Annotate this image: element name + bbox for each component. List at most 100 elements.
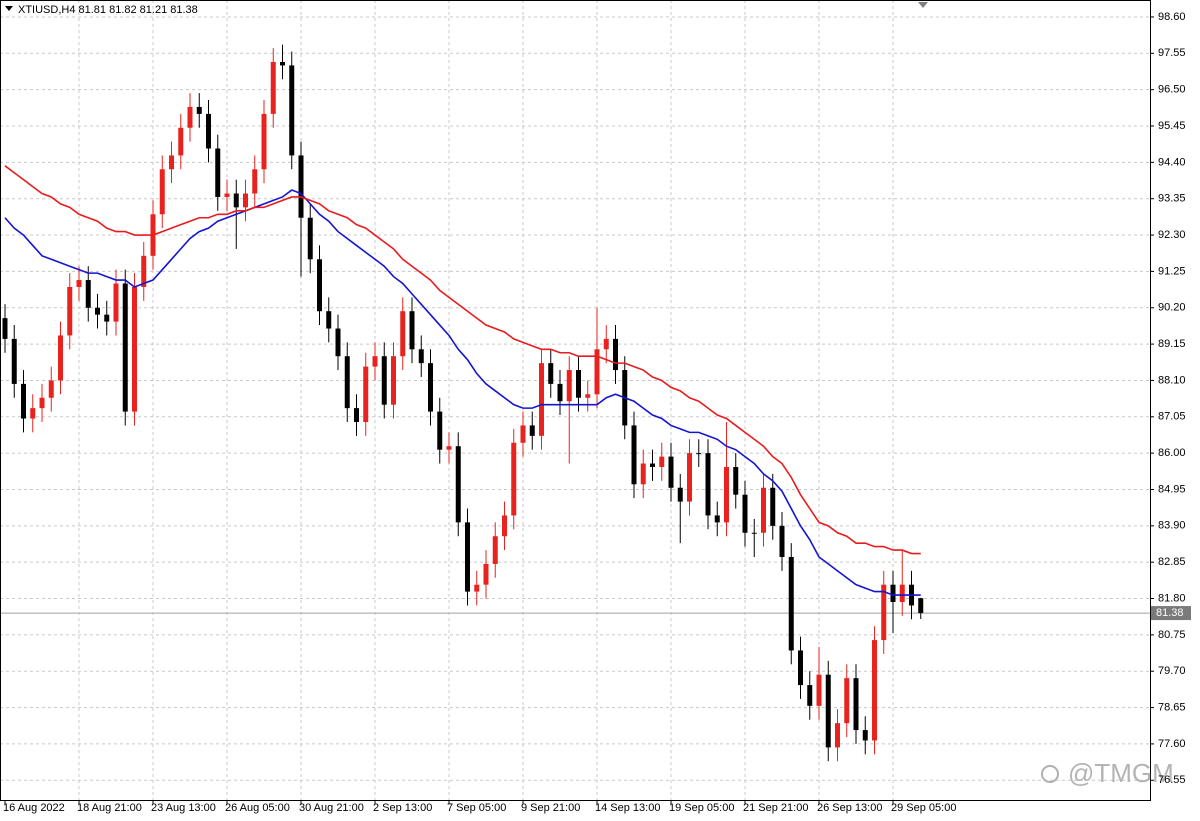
- candle-body: [335, 328, 341, 357]
- candle-body: [807, 685, 813, 706]
- candle-body: [58, 335, 63, 381]
- candle-body: [483, 563, 489, 585]
- candle-body: [825, 674, 831, 748]
- candle-body: [418, 349, 424, 364]
- x-tick-label: 16 Aug 2022: [3, 802, 65, 814]
- candle-body: [650, 463, 655, 467]
- candle-body: [603, 338, 609, 350]
- x-tick-label: 23 Aug 13:00: [151, 802, 216, 814]
- candle-body: [85, 280, 91, 308]
- x-tick-label: 9 Sep 21:00: [521, 802, 580, 814]
- x-tick-label: 18 Aug 21:00: [77, 802, 142, 814]
- candle-body: [761, 487, 766, 533]
- candle-body: [613, 338, 618, 371]
- candle-body: [899, 584, 905, 602]
- candle-body: [465, 522, 470, 592]
- candle-body: [446, 446, 452, 450]
- plot-border: [0, 0, 1151, 801]
- candle-body: [381, 356, 387, 405]
- candle-body: [724, 466, 729, 523]
- candle-body: [696, 453, 702, 455]
- candle-body: [48, 380, 54, 398]
- candle-body: [890, 584, 896, 602]
- candle-body: [677, 487, 683, 502]
- candle-body: [95, 307, 100, 315]
- candle-body: [742, 494, 748, 533]
- grid-layer: [0, 0, 1150, 800]
- candle-body: [862, 730, 868, 741]
- candle-body: [455, 446, 461, 523]
- candle-body: [474, 584, 480, 592]
- candle-body: [363, 366, 369, 422]
- candle-body: [881, 584, 887, 641]
- candle-body: [39, 397, 45, 409]
- candle-body: [853, 678, 859, 731]
- x-tick-label: 29 Sep 05:00: [891, 802, 956, 814]
- y-tick-label: 93.35: [1158, 193, 1186, 205]
- candle-body: [307, 217, 313, 260]
- candle-body: [566, 370, 572, 402]
- candle-body: [354, 408, 359, 422]
- candle-body: [770, 487, 776, 526]
- candle-body: [594, 349, 600, 395]
- candle-body: [21, 383, 26, 419]
- candle-body: [261, 113, 267, 170]
- x-tick-label: 7 Sep 05:00: [447, 802, 506, 814]
- x-tick-label: 14 Sep 13:00: [595, 802, 660, 814]
- candle-body: [714, 515, 720, 523]
- candle-body: [122, 283, 128, 412]
- candle-body: [511, 442, 517, 516]
- candle-body: [391, 356, 396, 405]
- y-tick-label: 79.70: [1158, 665, 1186, 677]
- candle-body: [409, 311, 415, 350]
- candle-body: [428, 363, 433, 412]
- watermark-group: @TMGM: [1041, 758, 1174, 788]
- marks-layer: [0, 44, 1150, 762]
- y-tick-label: 89.15: [1158, 338, 1186, 350]
- y-tick-label: 82.85: [1158, 556, 1186, 568]
- candle-body: [437, 411, 443, 450]
- candle-body: [640, 463, 646, 485]
- candle-body: [132, 286, 137, 412]
- x-tick-label: 26 Sep 13:00: [817, 802, 882, 814]
- y-tick-label: 80.75: [1158, 629, 1186, 641]
- y-tick-label: 92.30: [1158, 229, 1186, 241]
- candle-body: [779, 525, 785, 557]
- candle-body: [659, 456, 665, 467]
- candle-body: [326, 311, 332, 329]
- candle-body: [317, 259, 322, 312]
- y-tick-label: 96.50: [1158, 84, 1186, 96]
- candle-body: [2, 318, 8, 339]
- candle-body: [104, 314, 110, 322]
- candle-body: [243, 193, 248, 208]
- candle-body: [733, 466, 739, 495]
- candle-body: [918, 598, 924, 614]
- candle-body: [539, 363, 544, 436]
- y-tick-label: 97.55: [1158, 47, 1186, 59]
- candle-body: [196, 106, 202, 114]
- candle-body: [557, 383, 563, 402]
- moving-average-line: [4, 165, 921, 555]
- candle-body: [178, 127, 184, 156]
- candle-body: [585, 394, 591, 398]
- candle-body: [215, 148, 221, 197]
- candle-body: [11, 338, 17, 384]
- x-tick-label: 19 Sep 05:00: [669, 802, 734, 814]
- candle-body: [206, 113, 211, 149]
- watermark-icon: [1041, 765, 1059, 783]
- candle-body: [576, 370, 581, 398]
- y-tick-label: 90.20: [1158, 302, 1186, 314]
- candle-body: [113, 283, 119, 322]
- candle-body: [187, 106, 193, 128]
- watermark: @TMGM: [1068, 758, 1174, 788]
- candle-body: [492, 536, 498, 564]
- candle-body: [872, 640, 877, 741]
- x-tick-label: 30 Aug 21:00: [299, 802, 364, 814]
- y-tick-label: 76.55: [1158, 774, 1186, 786]
- candle-body: [372, 356, 378, 367]
- candle-body: [141, 255, 147, 287]
- candle-body: [668, 456, 674, 488]
- y-tick-label: 87.05: [1158, 411, 1186, 423]
